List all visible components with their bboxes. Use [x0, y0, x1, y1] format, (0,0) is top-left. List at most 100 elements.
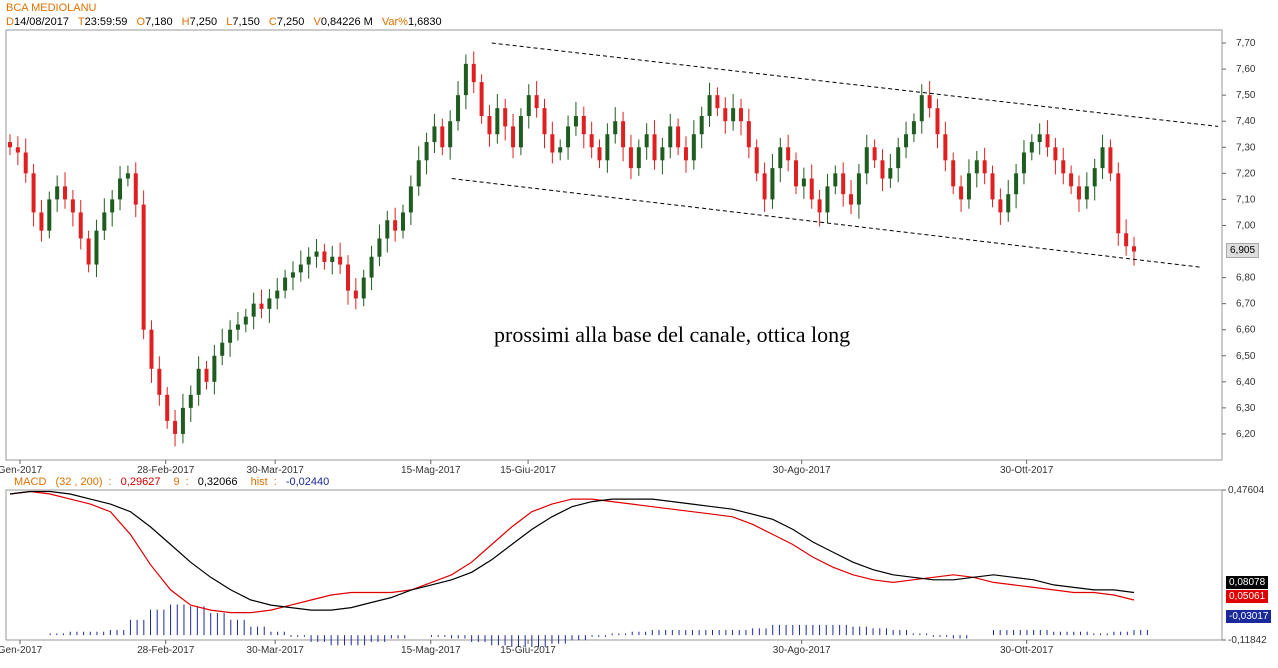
candle-body — [63, 186, 68, 200]
candle-body — [644, 134, 649, 148]
candle-body — [15, 147, 20, 153]
candle-body — [401, 212, 406, 231]
y-tick-label: 6,30 — [1236, 403, 1256, 414]
candle-body — [149, 329, 154, 369]
info-key-o: O — [136, 16, 146, 28]
candle-body — [1076, 186, 1081, 200]
candle-body — [487, 116, 492, 135]
candle-body — [314, 251, 319, 257]
y-tick-label: 6,20 — [1236, 429, 1256, 440]
candle-body — [974, 160, 979, 174]
candle-body — [754, 147, 759, 174]
candle-body — [408, 186, 413, 213]
candle-body — [919, 95, 924, 122]
x-tick-label: 28-Feb-2017 — [137, 465, 195, 476]
candle-body — [267, 298, 272, 309]
candle-body — [1132, 246, 1136, 252]
candle-body — [605, 134, 610, 161]
info-close: 7,250 — [276, 16, 305, 28]
candle-body — [691, 134, 696, 161]
candle-body — [463, 63, 468, 96]
candle-body — [456, 95, 461, 122]
candle-body — [118, 178, 123, 200]
info-key-c: C — [268, 16, 277, 28]
candle-body — [432, 126, 437, 143]
candle-body — [817, 199, 822, 213]
candle-body — [259, 303, 264, 309]
candle-body — [416, 160, 421, 187]
info-high: 7,250 — [189, 16, 218, 28]
candle-body — [55, 186, 60, 200]
candle-body — [872, 147, 877, 161]
y-tick-label: 6,80 — [1236, 273, 1256, 284]
candle-body — [1108, 147, 1113, 174]
candle-body — [275, 290, 280, 299]
candle-body — [982, 160, 987, 174]
candle-body — [204, 368, 209, 382]
candle-body — [361, 277, 366, 299]
candle-body — [518, 116, 523, 148]
candle-body — [794, 160, 799, 187]
candle-body — [668, 126, 673, 148]
hist-value: -0,02440 — [285, 476, 330, 488]
hist-label: hist — [250, 476, 268, 488]
macd-line — [9, 490, 1135, 611]
last-price-box: 6,905 — [1226, 243, 1260, 259]
candle-body — [235, 324, 240, 330]
macd-x-tick-label: Gen-2017 — [0, 645, 43, 656]
candle-body — [180, 407, 185, 434]
candle-body — [786, 147, 791, 161]
candle-body — [534, 95, 539, 109]
macd-x-tick-label: 15-Mag-2017 — [401, 645, 461, 656]
candle-body — [39, 212, 44, 231]
candle-body — [369, 256, 374, 278]
candle-body — [778, 147, 783, 169]
candle-body — [550, 134, 555, 153]
candle-body — [1061, 160, 1066, 174]
candle-body — [809, 178, 814, 200]
candle-body — [31, 173, 36, 213]
channel-upper-line — [491, 42, 1219, 127]
candle-body — [70, 199, 75, 213]
candle-body — [959, 186, 964, 200]
y-tick-label: 7,70 — [1236, 38, 1256, 49]
candle-body — [86, 238, 91, 265]
macd-pane-frame — [5, 489, 1223, 641]
candle-body — [1014, 173, 1019, 195]
candle-body — [597, 147, 602, 161]
macd-header: MACD (32 , 200): 0,29627 9: 0,32066 hist… — [14, 476, 330, 488]
y-tick-label: 7,30 — [1236, 142, 1256, 153]
candle-body — [283, 277, 288, 291]
y-tick-label: 7,10 — [1236, 194, 1256, 205]
x-tick-label: 15-Giu-2017 — [500, 465, 556, 476]
candle-body — [338, 256, 343, 265]
info-volume: 0,84226 M — [320, 16, 373, 28]
candle-body — [228, 329, 233, 343]
candle-body — [471, 63, 476, 83]
candle-body — [966, 173, 971, 200]
candle-body — [290, 272, 295, 278]
candle-body — [1124, 233, 1129, 247]
info-key-v: V — [313, 16, 321, 28]
y-tick-label: 7,00 — [1236, 220, 1256, 231]
macd-x-tick-label: 30-Ott-2017 — [1000, 645, 1054, 656]
macd-x-tick-label: 15-Giu-2017 — [500, 645, 556, 656]
candle-body — [849, 194, 854, 205]
y-tick-label: 7,40 — [1236, 116, 1256, 127]
candle-body — [904, 134, 909, 148]
candle-body — [1053, 147, 1058, 161]
candle-body — [699, 116, 704, 135]
candle-body — [542, 108, 547, 135]
candle-body — [770, 168, 775, 200]
x-tick-label: 15-Mag-2017 — [401, 465, 461, 476]
candle-body — [298, 264, 303, 273]
candle-body — [188, 394, 193, 408]
x-tick-label: 30-Ott-2017 — [1000, 465, 1054, 476]
macd-y-tick-label: 0,47604 — [1228, 485, 1265, 496]
candle-body — [660, 147, 665, 161]
candle-body — [911, 121, 916, 135]
candle-body — [479, 82, 484, 116]
info-key-var: Var% — [381, 16, 408, 28]
macd-value: 0,29627 — [120, 476, 161, 488]
